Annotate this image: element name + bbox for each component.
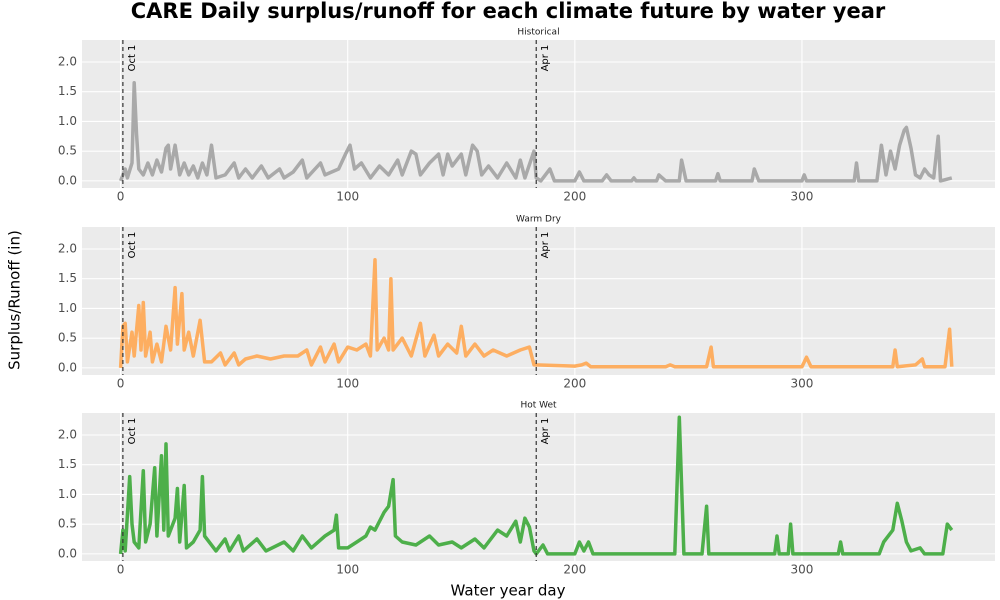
x-tick-label: 0 [117, 563, 125, 577]
y-axis-title: Surplus/Runoff (in) [6, 230, 24, 370]
y-tick-label: 0.0 [58, 360, 77, 374]
reference-label: Apr 1 [540, 232, 551, 259]
x-tick-label: 200 [563, 190, 586, 204]
chart-title: CARE Daily surplus/runoff for each clima… [131, 0, 886, 23]
panel-background [82, 413, 995, 561]
y-tick-label: 1.0 [58, 487, 77, 501]
x-tick-label: 300 [790, 563, 813, 577]
data-line [118, 415, 954, 556]
y-tick-label: 1.0 [58, 114, 77, 128]
x-axis-title: Water year day [451, 582, 566, 600]
reference-label: Apr 1 [540, 45, 551, 72]
x-tick-label: 100 [336, 377, 359, 391]
x-tick-label: 300 [790, 190, 813, 204]
x-tick-label: 300 [790, 377, 813, 391]
reference-label: Apr 1 [540, 418, 551, 445]
y-tick-label: 1.5 [58, 271, 77, 285]
y-tick-label: 2.0 [58, 54, 77, 68]
reference-label: Oct 1 [127, 45, 138, 72]
y-tick-label: 0.5 [58, 517, 77, 531]
y-tick-label: 0.5 [58, 331, 77, 345]
x-tick-label: 0 [117, 377, 125, 391]
y-tick-label: 1.0 [58, 301, 77, 315]
reference-label: Oct 1 [127, 232, 138, 259]
y-tick-label: 1.5 [58, 457, 77, 471]
y-tick-label: 0.5 [58, 144, 77, 158]
x-tick-label: 100 [336, 190, 359, 204]
reference-label: Oct 1 [127, 418, 138, 445]
x-tick-label: 200 [563, 377, 586, 391]
y-tick-label: 2.0 [58, 241, 77, 255]
x-tick-label: 200 [563, 563, 586, 577]
y-tick-label: 2.0 [58, 427, 77, 441]
x-tick-label: 0 [117, 190, 125, 204]
y-tick-label: 0.0 [58, 173, 77, 187]
data-line [118, 81, 953, 183]
y-tick-label: 1.5 [58, 84, 77, 98]
data-line [118, 257, 954, 369]
panel-background [82, 227, 995, 375]
panel-title: Warm Dry [516, 215, 562, 225]
y-tick-label: 0.0 [58, 546, 77, 560]
panel-title: Hot Wet [520, 401, 557, 411]
panel-title: Historical [517, 28, 559, 38]
x-tick-label: 100 [336, 563, 359, 577]
